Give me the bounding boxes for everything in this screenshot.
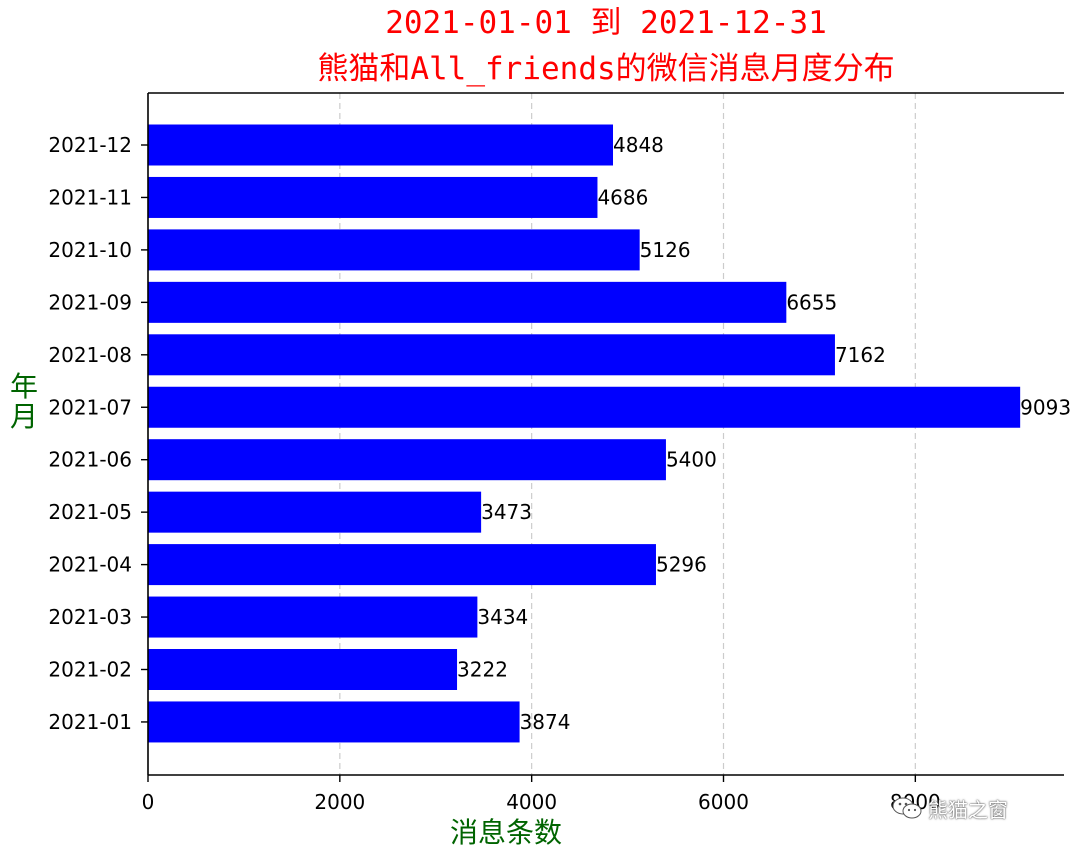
y-tick-label-2021-03: 2021-03 — [48, 605, 132, 629]
x-tick-label-2000: 2000 — [314, 790, 365, 814]
bar-2021-02 — [148, 649, 458, 690]
y-tick-label-2021-01: 2021-01 — [48, 710, 132, 734]
bar-2021-07 — [148, 386, 1021, 428]
y-tick-label-2021-02: 2021-02 — [48, 658, 132, 682]
data-label-2021-07: 9093 — [1020, 395, 1071, 419]
y-tick-label-2021-06: 2021-06 — [48, 448, 132, 472]
bar-2021-06 — [148, 439, 666, 481]
data-label-2021-09: 6655 — [786, 290, 837, 314]
x-tick-label-6000: 6000 — [698, 790, 749, 814]
x-tick-label-0: 0 — [142, 790, 155, 814]
y-tick-label-2021-10: 2021-10 — [48, 238, 132, 262]
bar-2021-01 — [148, 701, 520, 743]
bar-2021-05 — [148, 491, 482, 533]
x-tick-label-4000: 4000 — [506, 790, 557, 814]
y-tick-label-2021-08: 2021-08 — [48, 343, 132, 367]
data-label-2021-06: 5400 — [666, 448, 717, 472]
bar-2021-03 — [148, 596, 478, 638]
y-tick-label-2021-04: 2021-04 — [48, 553, 132, 577]
y-axis-label: 年月 — [10, 370, 38, 433]
bar-2021-09 — [148, 281, 787, 323]
y-tick-label-2021-05: 2021-05 — [48, 500, 132, 524]
bar-2021-08 — [148, 334, 835, 376]
chart-title-line-2: 熊猫和All_friends的微信消息月度分布 — [317, 51, 895, 87]
bar-2021-04 — [148, 544, 656, 586]
watermark: 熊猫之窗 — [892, 790, 1008, 826]
x-axis-label: 消息条数 — [450, 816, 562, 849]
data-label-2021-10: 5126 — [640, 238, 691, 262]
bar-2021-12 — [148, 124, 614, 166]
data-label-2021-11: 4686 — [597, 185, 648, 209]
chart-title-line-1: 2021-01-01 到 2021-12-31 — [385, 5, 827, 41]
y-tick-label-2021-07: 2021-07 — [48, 395, 132, 419]
bar-2021-10 — [148, 229, 640, 271]
data-label-2021-01: 3874 — [520, 710, 571, 734]
data-label-2021-02: 3222 — [457, 658, 508, 682]
data-label-2021-12: 4848 — [613, 133, 664, 157]
y-tick-label-2021-09: 2021-09 — [48, 290, 132, 314]
data-label-2021-03: 3434 — [477, 605, 528, 629]
data-label-2021-08: 7162 — [835, 343, 886, 367]
watermark-text: 熊猫之窗 — [928, 797, 1008, 822]
y-tick-label-2021-12: 2021-12 — [48, 133, 132, 157]
data-label-2021-04: 5296 — [656, 553, 707, 577]
y-tick-label-2021-11: 2021-11 — [48, 185, 132, 209]
bar-2021-11 — [148, 176, 598, 218]
wechat-icon — [892, 797, 922, 819]
data-label-2021-05: 3473 — [481, 500, 532, 524]
